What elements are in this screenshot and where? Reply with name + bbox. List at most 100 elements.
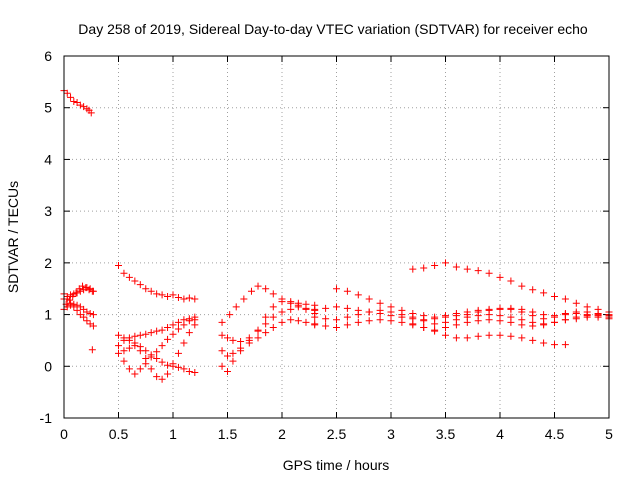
data-point: [226, 311, 234, 319]
data-point: [174, 318, 182, 326]
data-point: [224, 352, 231, 360]
data-point: [153, 348, 161, 356]
series-l1-upper: [409, 259, 613, 316]
data-point: [474, 317, 482, 325]
series-s2-d: [120, 321, 199, 383]
data-point: [540, 289, 548, 297]
data-point: [387, 317, 395, 325]
data-point: [302, 305, 310, 313]
data-point: [147, 287, 155, 295]
data-point: [496, 317, 504, 325]
data-point: [69, 292, 77, 300]
data-point: [322, 322, 330, 330]
data-point: [158, 375, 166, 383]
data-point: [287, 316, 295, 324]
data-point: [185, 329, 193, 337]
data-point: [87, 109, 95, 117]
data-point: [136, 331, 144, 339]
data-point: [365, 295, 373, 303]
data-point: [529, 322, 537, 330]
data-point: [431, 327, 439, 335]
data-point: [86, 310, 94, 318]
data-point: [420, 324, 428, 331]
x-tick-label: 0: [60, 426, 68, 442]
data-point: [278, 308, 286, 316]
data-point: [376, 316, 384, 324]
data-point: [262, 320, 270, 328]
data-point: [278, 298, 286, 306]
data-point: [229, 336, 237, 344]
data-point: [131, 277, 139, 285]
series-s2-c: [115, 315, 199, 350]
y-tick-labels: -1 0 1 2 3 4 5 6: [40, 48, 53, 426]
data-marks: [60, 87, 613, 383]
data-point: [131, 332, 139, 340]
data-point: [518, 321, 526, 329]
series-early-d: [62, 282, 96, 308]
data-point: [147, 329, 155, 337]
data-point: [354, 311, 362, 319]
data-point: [518, 282, 526, 290]
data-point: [142, 330, 150, 338]
data-point: [507, 332, 515, 340]
data-point: [485, 331, 493, 339]
data-point: [420, 317, 428, 325]
x-tick-label: 3: [387, 426, 395, 442]
data-point: [287, 299, 295, 307]
data-point: [164, 324, 172, 331]
data-point: [153, 355, 161, 363]
data-point: [485, 316, 493, 324]
data-point: [115, 342, 122, 350]
series-l5-stream: [311, 313, 613, 334]
data-point: [507, 318, 515, 326]
data-point: [262, 313, 270, 321]
data-point: [158, 358, 166, 366]
y-tick-label: 3: [44, 203, 52, 219]
data-point: [153, 290, 161, 298]
series-s3-d: [218, 298, 319, 360]
data-point: [153, 373, 161, 381]
data-point: [125, 273, 133, 281]
data-point: [240, 295, 248, 303]
y-tick-label: 2: [44, 255, 52, 271]
data-point: [174, 325, 182, 333]
data-point: [409, 320, 417, 328]
data-point: [180, 316, 188, 324]
data-point: [70, 98, 78, 106]
data-point: [254, 334, 262, 342]
data-point: [322, 315, 330, 323]
y-tick-label: -1: [40, 410, 53, 426]
y-axis-title: SDTVAR / TECUs: [5, 181, 21, 293]
data-point: [254, 326, 262, 334]
data-point: [311, 313, 319, 321]
series-l2-stream: [333, 285, 613, 323]
y-tick-label: 5: [44, 100, 52, 116]
data-point: [343, 304, 351, 312]
data-point: [63, 89, 71, 97]
x-tick-label: 3.5: [436, 426, 456, 442]
data-point: [70, 300, 78, 308]
grid: [64, 56, 609, 418]
data-point: [164, 361, 172, 369]
series-early-high: [60, 87, 95, 117]
data-point: [131, 342, 139, 350]
data-point: [287, 305, 295, 313]
x-tick-labels: 0 0.5 1 1.5 2 2.5 3 3.5 4 4.5 5: [60, 426, 613, 442]
data-point: [120, 347, 128, 355]
data-point: [311, 321, 319, 329]
data-point: [136, 365, 144, 373]
y-tick-label: 4: [44, 151, 52, 167]
series-s2-b: [115, 313, 199, 378]
data-point: [463, 334, 471, 342]
data-point: [180, 339, 188, 347]
data-point: [67, 93, 75, 101]
data-point: [398, 318, 406, 326]
data-point: [125, 334, 133, 342]
x-tick-label: 4.5: [545, 426, 565, 442]
data-point: [540, 311, 548, 319]
data-point: [153, 327, 161, 335]
data-point: [76, 101, 84, 109]
data-point: [169, 291, 177, 299]
data-point: [594, 313, 602, 321]
